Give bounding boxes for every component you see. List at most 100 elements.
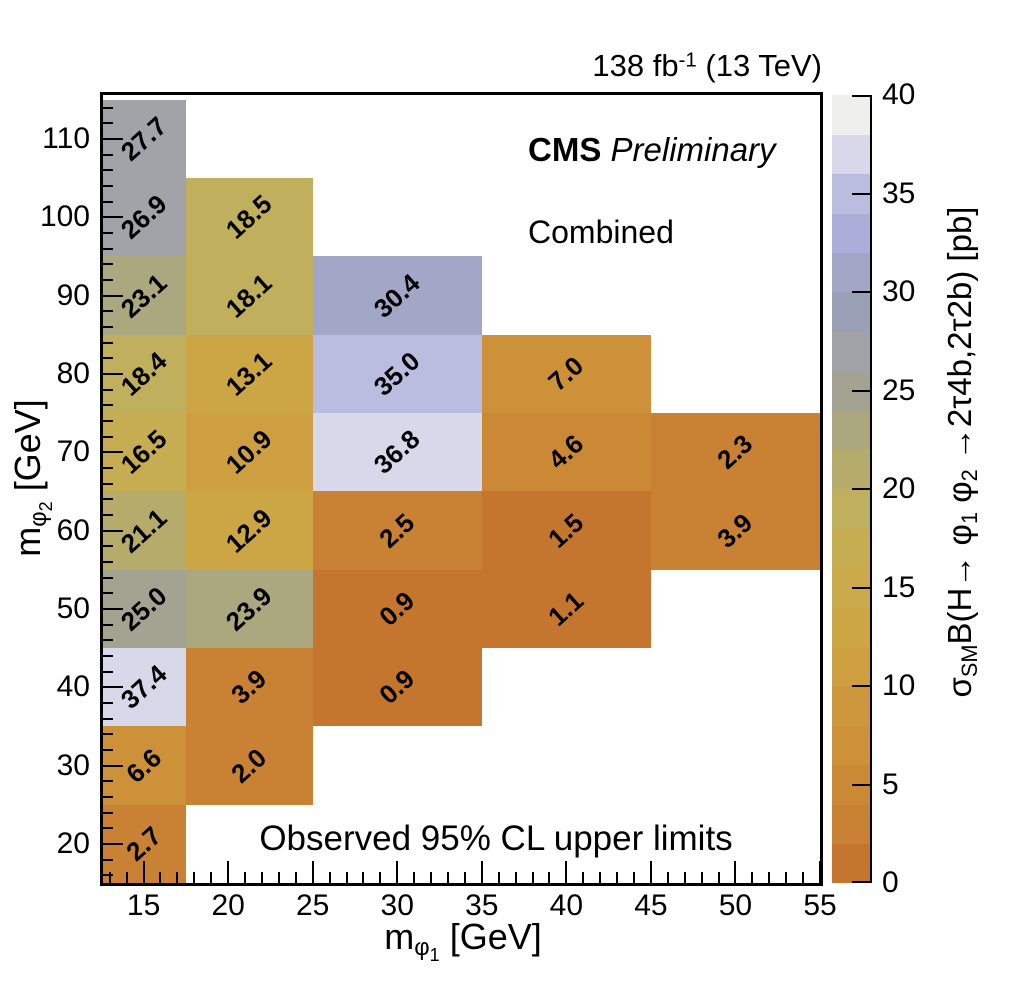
text-segment: 2 bbox=[956, 469, 982, 482]
y-axis-minor-tick bbox=[103, 482, 113, 485]
x-axis-minor-tick bbox=[413, 872, 416, 883]
colorbar-band bbox=[832, 292, 870, 332]
x-axis-major-tick bbox=[396, 861, 399, 883]
colorbar-band bbox=[832, 843, 870, 884]
x-axis-minor-tick bbox=[497, 872, 500, 883]
y-axis-tick-label: 110 bbox=[42, 121, 90, 155]
y-axis-minor-tick bbox=[103, 780, 113, 783]
y-axis-minor-tick bbox=[103, 623, 113, 626]
colorbar-band bbox=[832, 95, 870, 135]
x-axis-major-tick bbox=[819, 861, 821, 883]
z-axis-tick bbox=[852, 881, 870, 883]
y-axis-minor-tick bbox=[103, 827, 113, 830]
heatmap-cell bbox=[185, 334, 313, 414]
text-segment: m bbox=[384, 916, 415, 957]
y-axis-minor-tick bbox=[103, 748, 113, 751]
y-axis-tick-label: 100 bbox=[39, 200, 90, 234]
x-axis-minor-tick bbox=[751, 872, 754, 883]
x-axis-major-tick bbox=[311, 861, 314, 883]
z-axis-tick-label: 25 bbox=[882, 373, 916, 407]
x-axis-minor-tick bbox=[176, 872, 179, 883]
heatmap-cell bbox=[185, 569, 313, 648]
x-axis-minor-tick bbox=[362, 872, 365, 883]
z-axis-tick bbox=[852, 586, 870, 589]
y-axis-tick-label: 40 bbox=[56, 670, 90, 704]
heatmap-cell bbox=[185, 178, 313, 257]
y-axis-minor-tick bbox=[103, 153, 113, 156]
z-axis-title: σSMB(H→ φ1 φ2 →2τ4b,2τ2b) [pb] bbox=[941, 207, 983, 698]
colorbar-band bbox=[832, 686, 870, 726]
heatmap-cell bbox=[312, 569, 482, 648]
x-axis-minor-tick bbox=[683, 872, 686, 883]
x-axis-tick-label: 45 bbox=[634, 889, 668, 922]
y-axis-minor-tick bbox=[103, 795, 113, 798]
heatmap-cell bbox=[650, 491, 820, 570]
y-axis-tick-label: 80 bbox=[56, 356, 90, 390]
x-axis-minor-tick bbox=[599, 872, 602, 883]
x-axis-minor-tick bbox=[666, 872, 669, 883]
z-axis-tick bbox=[852, 783, 870, 786]
y-axis-minor-tick bbox=[103, 874, 113, 877]
y-axis-major-tick bbox=[103, 372, 123, 375]
colorbar-band bbox=[832, 607, 870, 648]
x-axis-title: mφ1 [GeV] bbox=[384, 916, 541, 966]
text-segment: 2 bbox=[36, 501, 57, 512]
y-axis-tick-label: 50 bbox=[56, 591, 90, 625]
colorbar-band bbox=[832, 252, 870, 293]
colorbar-band bbox=[832, 410, 870, 451]
x-axis-minor-tick bbox=[244, 872, 247, 883]
colorbar-band bbox=[832, 449, 870, 490]
x-axis-tick-label: 55 bbox=[803, 889, 837, 922]
y-axis-minor-tick bbox=[103, 576, 113, 579]
x-axis-major-tick bbox=[649, 861, 652, 883]
x-axis-major-tick bbox=[734, 861, 737, 883]
y-axis-minor-tick bbox=[103, 733, 113, 736]
text-segment: [GeV] bbox=[439, 916, 542, 957]
text-segment: φ bbox=[25, 511, 53, 527]
text-segment: 138 fb bbox=[592, 48, 679, 83]
text-segment: →2τ4b,2τ2b) [pb] bbox=[941, 206, 979, 470]
heatmap-cell bbox=[312, 334, 482, 414]
y-axis-tick-label: 60 bbox=[56, 513, 90, 547]
x-axis-minor-tick bbox=[514, 872, 517, 883]
y-axis-ticks-layer bbox=[103, 95, 820, 883]
x-axis-ticks-layer bbox=[103, 95, 821, 883]
y-axis-minor-tick bbox=[103, 200, 113, 203]
x-axis-tick-label: 35 bbox=[465, 889, 499, 922]
y-axis-title: mφ2 [GeV] bbox=[7, 399, 57, 556]
heatmap-cell bbox=[481, 413, 651, 492]
z-axis-tick bbox=[852, 192, 870, 195]
z-axis-tick-label: 5 bbox=[882, 767, 899, 801]
x-axis-minor-tick bbox=[463, 872, 466, 883]
y-axis-major-tick bbox=[103, 294, 123, 297]
z-axis-tick-label: 20 bbox=[882, 472, 916, 505]
x-axis-minor-tick bbox=[125, 872, 128, 883]
y-axis-major-tick bbox=[103, 137, 123, 140]
combined-label: Combined bbox=[528, 214, 674, 250]
y-axis-minor-tick bbox=[103, 670, 113, 673]
x-axis-tick-label: 30 bbox=[380, 889, 414, 922]
colorbar-band bbox=[832, 528, 870, 569]
x-axis-tick-label: 50 bbox=[718, 889, 753, 922]
y-axis-minor-tick bbox=[103, 545, 113, 548]
text-segment: (13 TeV) bbox=[696, 48, 822, 83]
heatmap-cell bbox=[185, 491, 313, 570]
y-axis-minor-tick bbox=[103, 341, 113, 344]
heatmap-cell bbox=[312, 648, 482, 727]
heatmap-cell bbox=[185, 648, 313, 727]
colorbar-band bbox=[832, 489, 870, 529]
x-axis-minor-tick bbox=[632, 872, 635, 883]
y-axis-minor-tick bbox=[103, 513, 113, 516]
z-axis-tick bbox=[852, 488, 870, 490]
text-segment: m bbox=[6, 526, 48, 557]
y-axis-minor-tick bbox=[103, 592, 113, 595]
y-axis-minor-tick bbox=[103, 560, 113, 563]
spacer-text bbox=[601, 131, 610, 168]
z-axis-tick bbox=[852, 95, 870, 97]
colorbar-band bbox=[832, 646, 870, 687]
colorbar-band bbox=[832, 213, 870, 254]
text-segment: φ bbox=[414, 934, 430, 962]
y-axis-minor-tick bbox=[103, 435, 113, 438]
z-axis-tick bbox=[852, 389, 870, 392]
heatmap-cell bbox=[312, 256, 482, 335]
